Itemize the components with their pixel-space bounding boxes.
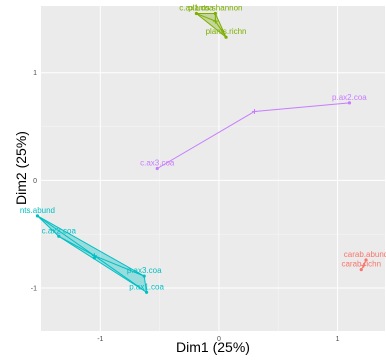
data-point bbox=[57, 234, 61, 238]
spoke-line bbox=[214, 20, 227, 38]
data-point bbox=[364, 258, 368, 262]
data-point bbox=[92, 256, 96, 260]
y-tick-label: -1 bbox=[31, 285, 37, 292]
point-label: carab.richn bbox=[341, 260, 381, 269]
x-tick-label: 1 bbox=[336, 336, 340, 343]
spoke-line bbox=[94, 255, 147, 293]
point-label: c.ax2.coa bbox=[42, 226, 77, 235]
plot-panel bbox=[41, 6, 385, 331]
data-point bbox=[213, 11, 217, 16]
point-label: plants.richn bbox=[206, 27, 247, 36]
spoke-line bbox=[254, 102, 350, 112]
x-tick-label: -1 bbox=[97, 336, 103, 343]
spoke-line bbox=[156, 111, 255, 169]
data-point bbox=[142, 274, 146, 278]
group-hull bbox=[194, 13, 227, 38]
point-label: p.ax2.coa bbox=[332, 93, 367, 102]
tick-labels: -1 0 1 -1 0 1 bbox=[31, 70, 340, 343]
point-label: p.ax1.coa bbox=[129, 282, 164, 291]
point-label: plants.shannon bbox=[188, 4, 242, 13]
data-point bbox=[224, 35, 228, 39]
x-axis-title: Dim1 (25%) bbox=[176, 339, 250, 355]
data-point bbox=[155, 166, 159, 171]
data-point bbox=[347, 101, 352, 105]
point-label: carab.abund bbox=[344, 250, 386, 259]
data-point bbox=[194, 11, 198, 16]
data-point bbox=[35, 214, 40, 218]
spoke-line bbox=[58, 235, 95, 257]
point-label: c.ax1.coa bbox=[179, 4, 214, 13]
y-tick-label: 0 bbox=[33, 178, 37, 185]
grid-lines bbox=[41, 6, 385, 331]
x-tick-label: 0 bbox=[217, 336, 221, 343]
point-label: nts.abund bbox=[20, 206, 55, 215]
data-point bbox=[144, 290, 149, 294]
data-point bbox=[359, 268, 363, 272]
spoke-line bbox=[196, 13, 216, 22]
point-label: c.ax3.coa bbox=[140, 159, 175, 168]
spoke-line bbox=[94, 255, 145, 277]
point-label: p.ax3.coa bbox=[127, 266, 162, 275]
spoke-line bbox=[37, 215, 95, 257]
y-axis-title: Dim2 (25%) bbox=[13, 131, 29, 205]
series-group: p.ax2.coa c.ax3.coa bbox=[140, 93, 367, 171]
series-group: nts.abund c.ax2.coa p.ax3.coa p.ax1.coa bbox=[20, 206, 164, 294]
y-tick-label: 1 bbox=[33, 70, 37, 77]
